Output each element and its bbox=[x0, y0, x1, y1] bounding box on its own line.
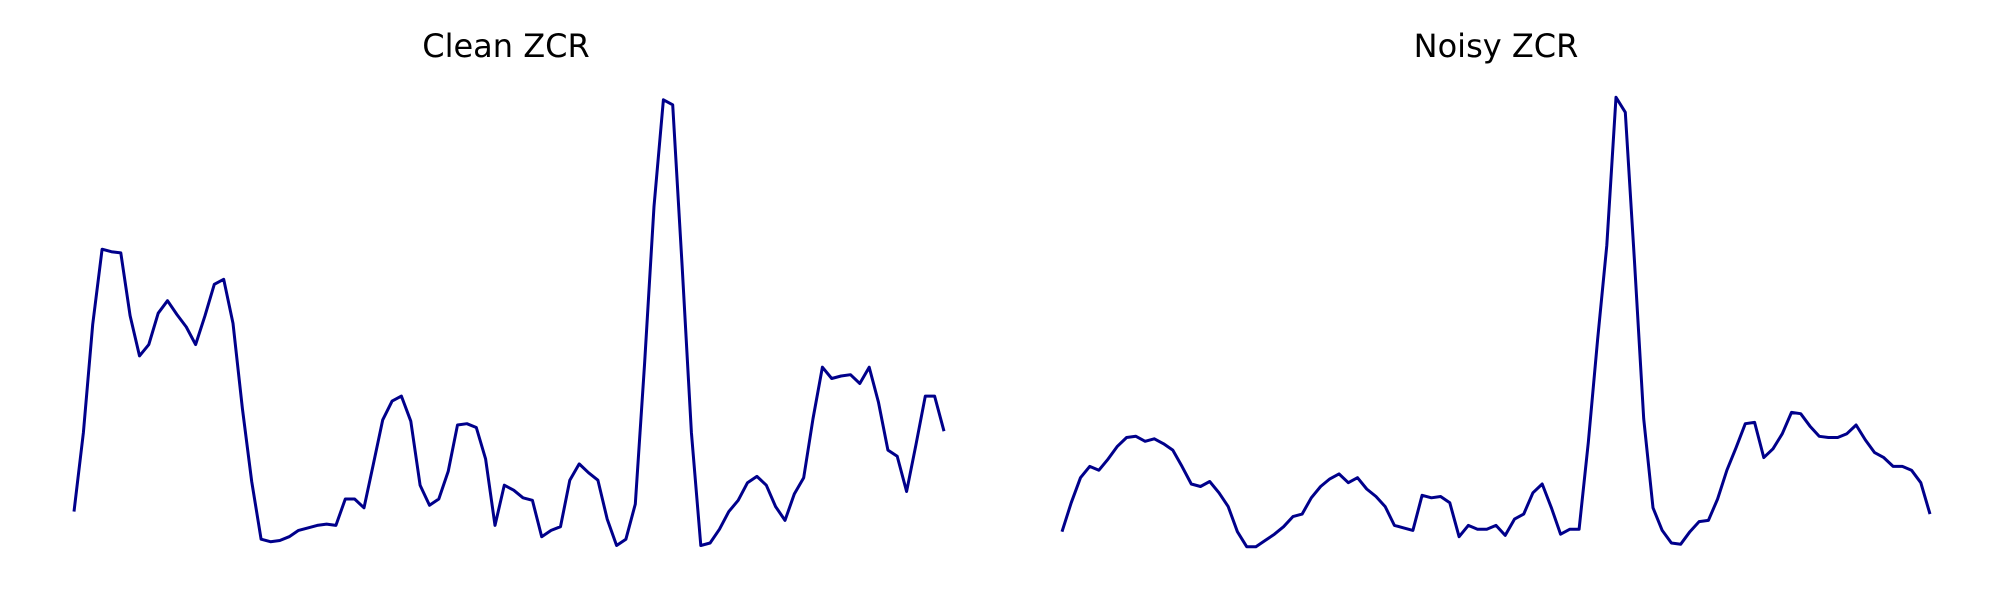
panel-title: Noisy ZCR bbox=[1414, 27, 1579, 65]
panel-title: Clean ZCR bbox=[422, 27, 589, 65]
panel-clean-zcr: Clean ZCR bbox=[72, 27, 946, 547]
panel-noisy-zcr: Noisy ZCR bbox=[1060, 27, 1932, 549]
noisy-zcr-line bbox=[1060, 95, 1932, 549]
clean-zcr-line bbox=[72, 98, 946, 547]
